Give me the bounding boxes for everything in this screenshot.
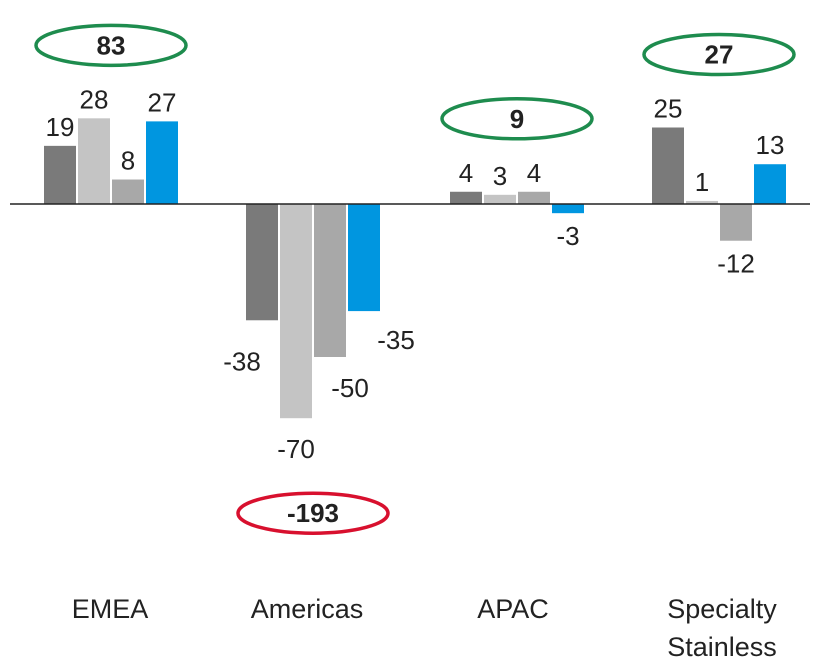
- value-label-1-2: -50: [331, 373, 369, 403]
- category-label-3-line-1: Stainless: [667, 632, 777, 662]
- bar-3-2: [720, 204, 752, 241]
- bar-1-1: [280, 204, 312, 419]
- value-label-1-0: -38: [223, 346, 261, 376]
- bar-1-2: [314, 204, 346, 357]
- total-ellipse-3: [642, 32, 796, 77]
- bar-2-3: [552, 204, 584, 214]
- total-ellipse-2: [440, 97, 594, 141]
- bar-2-1: [484, 194, 516, 204]
- bars-layer: [44, 118, 786, 419]
- value-label-2-1: 3: [493, 161, 507, 191]
- bar-0-0: [44, 145, 76, 204]
- total-label-2: 9: [510, 104, 524, 134]
- value-label-1-1: -70: [277, 434, 315, 464]
- bar-0-3: [146, 121, 178, 204]
- bar-0-1: [78, 118, 110, 204]
- bar-3-1: [686, 200, 718, 204]
- total-label-0: 83: [97, 30, 126, 60]
- value-label-0-2: 8: [121, 146, 135, 176]
- total-label-3: 27: [705, 40, 734, 70]
- value-label-0-0: 19: [46, 112, 75, 142]
- bar-2-2: [518, 191, 550, 204]
- value-label-3-0: 25: [654, 94, 683, 124]
- category-label-1: Americas: [251, 594, 364, 624]
- bar-0-2: [112, 179, 144, 204]
- value-label-2-3: -3: [556, 221, 579, 251]
- bar-3-0: [652, 127, 684, 204]
- category-label-0: EMEA: [72, 594, 149, 624]
- category-labels-layer: EMEA Americas APAC Specialty Stainless: [72, 594, 778, 662]
- value-label-3-3: 13: [756, 130, 785, 160]
- category-label-3-line-0: Specialty: [667, 594, 777, 624]
- bar-1-3: [348, 204, 380, 312]
- bar-1-0: [246, 204, 278, 321]
- value-label-0-1: 28: [80, 84, 109, 114]
- bar-3-3: [754, 164, 786, 204]
- total-label-1: -193: [287, 498, 339, 528]
- value-label-1-3: -35: [377, 325, 415, 355]
- bar-2-0: [450, 191, 482, 204]
- value-label-2-2: 4: [527, 158, 541, 188]
- category-label-2: APAC: [477, 594, 549, 624]
- total-ellipse-0: [34, 23, 188, 68]
- total-ellipse-1: [236, 491, 390, 535]
- value-label-2-0: 4: [459, 158, 473, 188]
- value-label-3-2: -12: [717, 249, 755, 279]
- value-label-3-1: 1: [695, 167, 709, 197]
- value-label-0-3: 27: [148, 87, 177, 117]
